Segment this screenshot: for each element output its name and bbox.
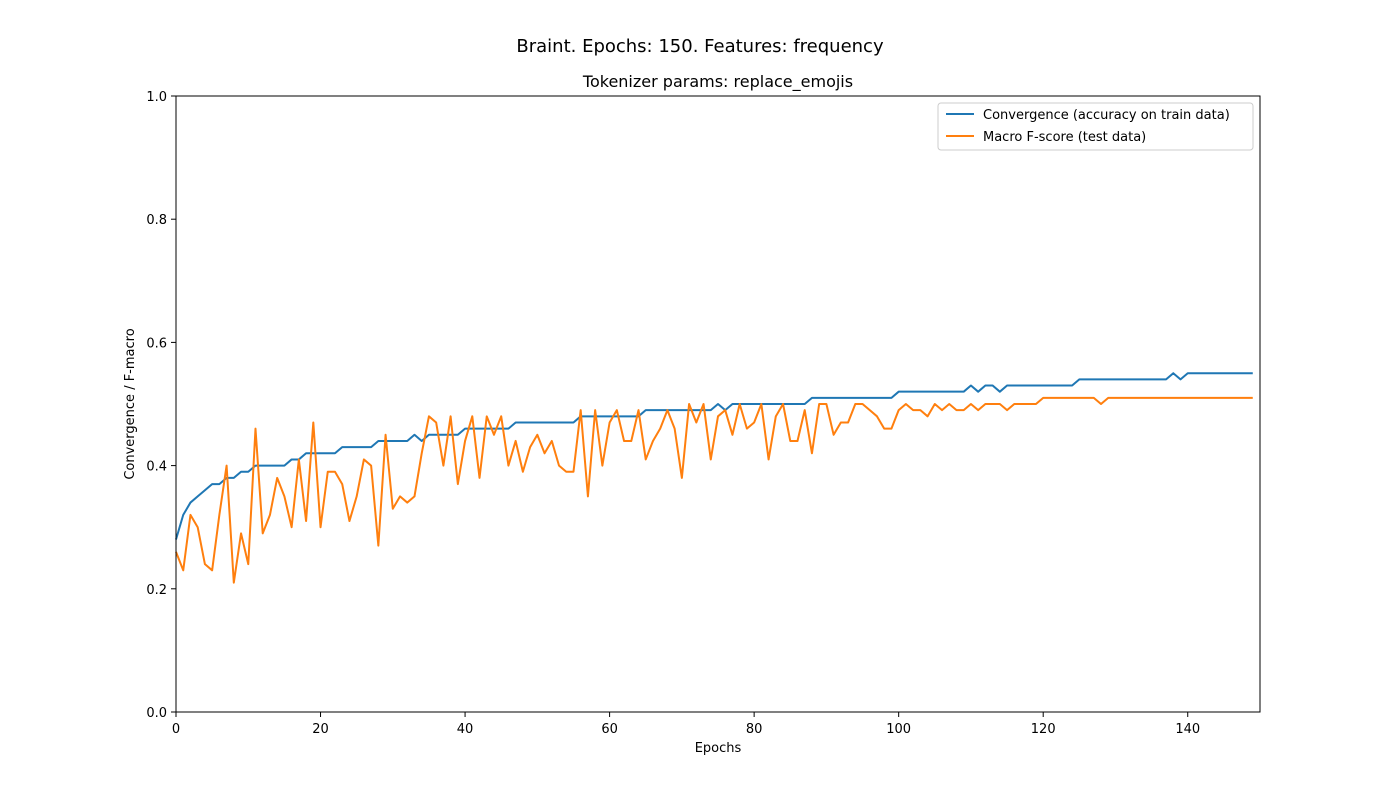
y-axis: 0.0 0.2 0.4 0.6 0.8 1.0 (146, 90, 176, 721)
plot-frame (175, 95, 1261, 713)
series-line-0 (175, 372, 1253, 540)
y-tick-label: 0.8 (146, 213, 167, 228)
x-tick-label: 100 (886, 722, 911, 737)
x-tick-label: 60 (601, 722, 618, 737)
x-axis-label: Epochs (695, 741, 742, 756)
y-tick-label: 0.2 (146, 583, 167, 598)
x-tick-label: 40 (457, 722, 474, 737)
y-tick-label: 0.0 (146, 706, 167, 721)
legend-box (937, 102, 1254, 151)
x-tick-label: 20 (312, 722, 329, 737)
x-tick-label: 120 (1031, 722, 1056, 737)
chart-title: Tokenizer params: replace_emojis (582, 72, 854, 91)
x-tick-label: 80 (746, 722, 763, 737)
legend-label-macro-fscore: Macro F-score (test data) (983, 130, 1146, 145)
y-tick-label: 0.4 (146, 460, 167, 475)
x-tick-label: 140 (1175, 722, 1200, 737)
legend-label-convergence: Convergence (accuracy on train data) (983, 108, 1230, 123)
legend: Convergence (accuracy on train data) Mac… (937, 102, 1254, 151)
figure-suptitle: Braint. Epochs: 150. Features: frequency (516, 36, 884, 57)
x-axis: 0 20 40 60 80 100 120 140 (172, 712, 1200, 737)
series-layer (175, 372, 1253, 584)
y-axis-label: Convergence / F-macro (123, 328, 138, 479)
y-tick-label: 0.6 (146, 336, 167, 351)
series-line-1 (175, 396, 1253, 584)
y-tick-label: 1.0 (146, 90, 167, 105)
x-tick-label: 0 (172, 722, 180, 737)
